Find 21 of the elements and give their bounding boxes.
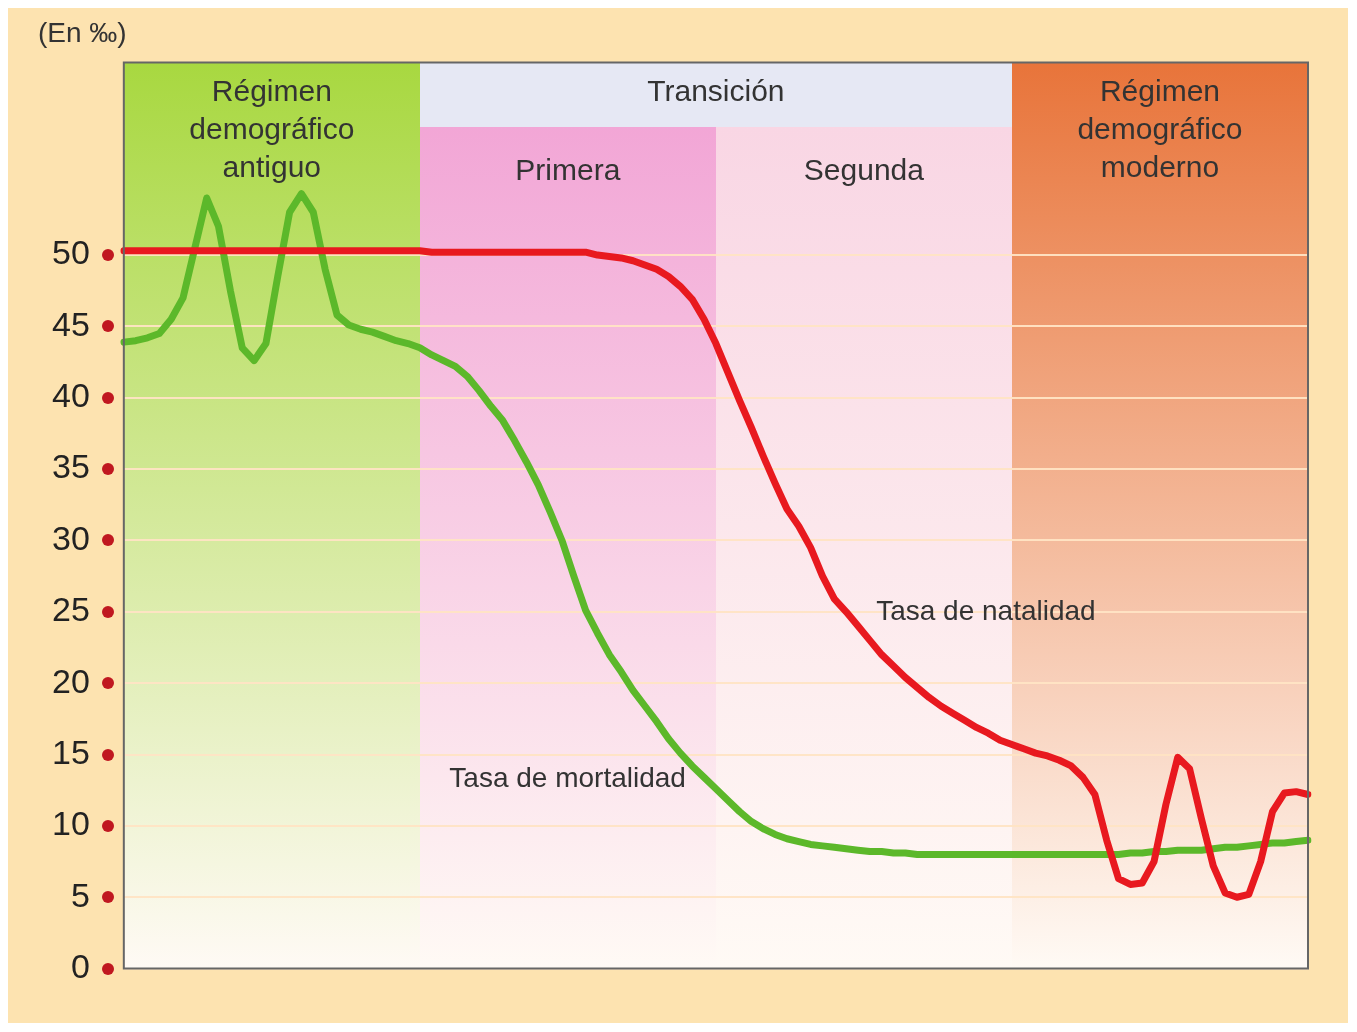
y-tick-label: 20 [51,661,90,700]
y-tick-label: 30 [51,518,90,557]
series-label: Tasa de mortalidad [449,761,686,793]
stage-panel: Régimen demográfico antiguo [123,62,420,969]
annotation: Régimen demográfico antiguo [188,73,356,186]
y-tick-label: 15 [51,732,90,771]
y-tick-label: 10 [51,804,90,843]
annotation: Segunda [802,152,925,189]
y-tick-label: 50 [51,233,90,272]
y-tick-label: 0 [70,946,90,985]
y-tick-label: 35 [51,447,90,486]
y-tick-label: 45 [51,304,90,343]
stage-panel: Transición [419,62,1012,128]
annotation: Primera [514,152,622,189]
y-axis-title: (En ‰) [38,16,127,48]
series-label: Tasa de natalidad [876,594,1096,626]
annotation: Transición [646,73,786,110]
y-tick-label: 40 [51,376,90,415]
y-tick-label: 5 [70,875,90,914]
y-tick-label: 25 [51,590,90,629]
annotation: Régimen demográfico moderno [1076,73,1244,186]
